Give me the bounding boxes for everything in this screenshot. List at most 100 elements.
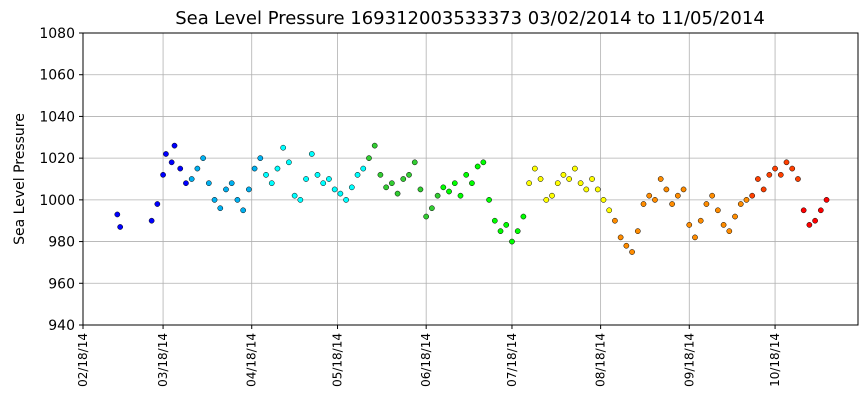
point <box>737 201 744 207</box>
point <box>543 197 550 203</box>
point <box>177 165 184 172</box>
point <box>446 188 452 195</box>
point <box>629 249 635 255</box>
point <box>257 155 264 161</box>
point <box>291 192 298 199</box>
point <box>183 180 189 187</box>
point <box>583 186 590 193</box>
point <box>148 217 155 224</box>
x-tick-label: 06/18/14 <box>419 333 433 387</box>
point <box>343 197 349 203</box>
point <box>400 176 407 182</box>
point <box>297 197 304 203</box>
point <box>680 186 687 193</box>
point <box>692 234 698 241</box>
point <box>657 176 664 182</box>
point <box>554 180 561 187</box>
point <box>205 180 212 187</box>
point <box>280 144 287 151</box>
point <box>117 224 124 230</box>
point <box>732 213 738 220</box>
plot-frame <box>82 32 859 326</box>
point <box>640 201 647 207</box>
point <box>234 197 241 203</box>
point <box>674 192 681 199</box>
point <box>766 171 773 178</box>
chart-title: Sea Level Pressure 169312003533373 03/02… <box>175 8 765 29</box>
point <box>577 180 584 187</box>
x-tick-label: 08/18/14 <box>594 333 608 387</box>
point <box>715 207 721 214</box>
point <box>760 186 767 193</box>
point <box>549 192 555 199</box>
point <box>389 180 395 187</box>
point <box>211 197 218 203</box>
point <box>326 176 332 182</box>
point <box>469 180 475 187</box>
point <box>194 165 201 172</box>
point <box>429 205 435 212</box>
point <box>806 222 813 228</box>
point <box>348 184 355 191</box>
point <box>783 159 790 166</box>
point <box>160 171 166 178</box>
point <box>434 192 441 199</box>
point <box>314 171 321 178</box>
point <box>531 165 538 172</box>
point <box>251 165 258 172</box>
point <box>417 186 424 193</box>
point <box>188 176 195 182</box>
point <box>154 201 161 207</box>
point <box>383 184 389 191</box>
point <box>440 184 447 191</box>
point <box>612 217 618 224</box>
point <box>171 142 178 149</box>
point <box>163 151 169 157</box>
x-tick-label: 10/18/14 <box>768 333 782 387</box>
point <box>795 176 801 182</box>
point <box>217 205 224 212</box>
point <box>240 207 246 214</box>
x-tick-label: 03/18/14 <box>156 333 170 387</box>
point <box>634 228 641 234</box>
point <box>646 192 653 199</box>
point <box>537 176 544 182</box>
point <box>817 207 824 214</box>
point <box>200 155 206 161</box>
point <box>274 165 281 172</box>
y-tick-label: 1020 <box>39 151 75 167</box>
point <box>566 176 573 182</box>
x-tick-label: 04/18/14 <box>245 333 259 387</box>
point <box>606 207 613 214</box>
y-tick-label: 1000 <box>39 193 75 209</box>
point <box>772 165 778 172</box>
point <box>371 142 378 149</box>
point <box>789 165 796 172</box>
point <box>337 190 344 197</box>
point <box>168 159 175 166</box>
point <box>726 228 733 234</box>
point <box>423 213 430 220</box>
point <box>486 197 492 203</box>
point <box>268 180 275 187</box>
point <box>320 180 327 187</box>
point <box>755 176 761 182</box>
point <box>360 165 367 172</box>
point <box>703 201 710 207</box>
x-tick-label: 02/18/14 <box>76 333 90 387</box>
point <box>457 192 464 199</box>
point <box>228 180 235 187</box>
point <box>497 228 504 234</box>
point <box>594 186 601 193</box>
point <box>823 197 830 203</box>
point <box>812 217 818 224</box>
point <box>223 186 229 193</box>
point <box>589 176 595 182</box>
y-tick-label: 940 <box>48 318 75 334</box>
x-tick-label: 05/18/14 <box>331 333 345 387</box>
y-tick-label: 960 <box>48 276 75 292</box>
point <box>394 190 401 197</box>
y-tick-label: 1040 <box>39 109 75 125</box>
